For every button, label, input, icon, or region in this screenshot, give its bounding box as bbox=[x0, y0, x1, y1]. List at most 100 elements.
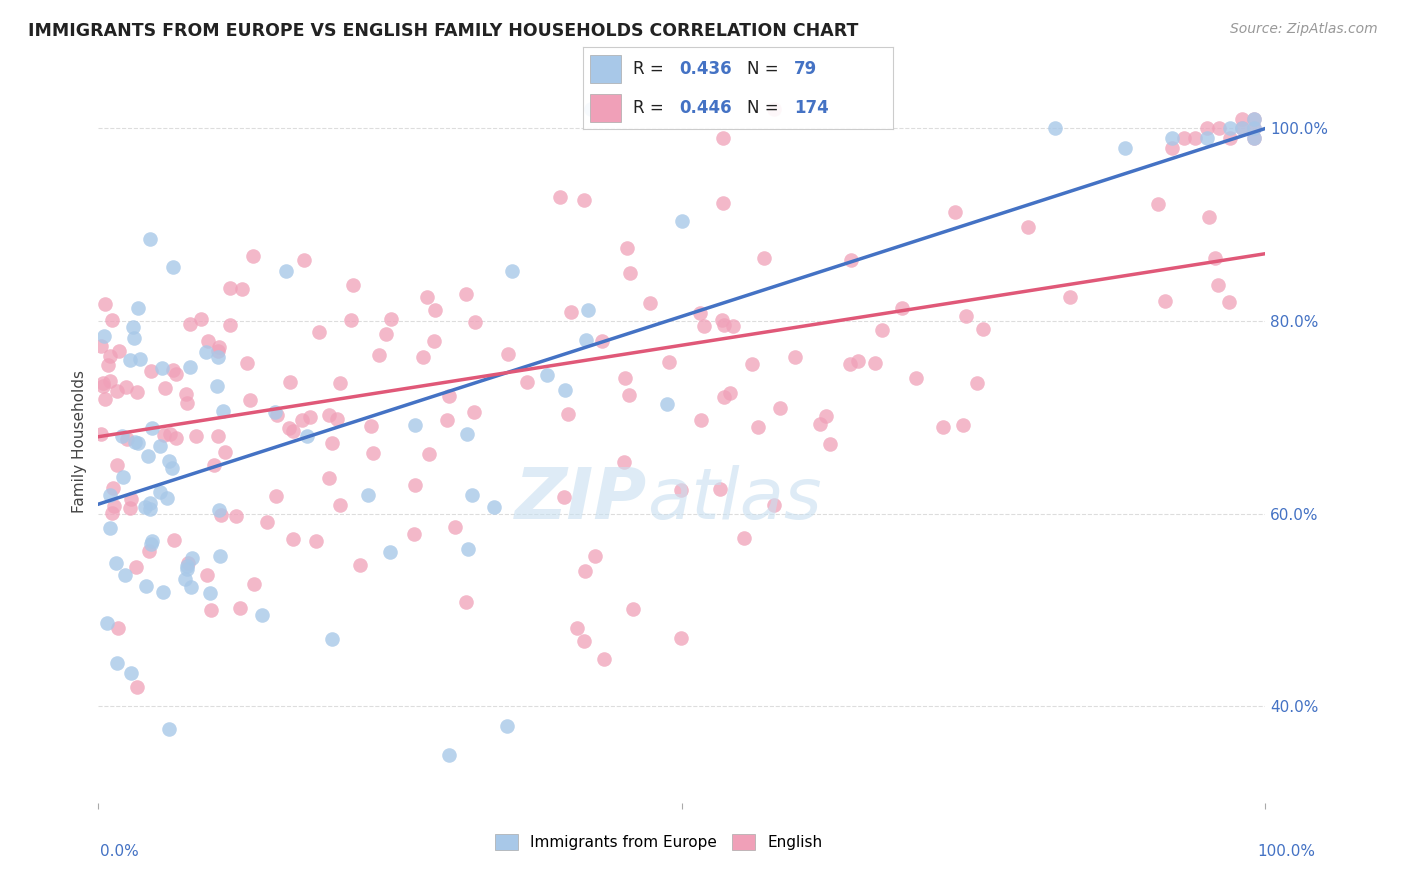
Point bbox=[207, 340, 229, 354]
Point bbox=[98, 374, 121, 388]
Point bbox=[972, 322, 994, 336]
Point bbox=[1059, 290, 1081, 304]
Point bbox=[583, 549, 606, 563]
Point bbox=[176, 562, 198, 576]
Point bbox=[360, 418, 382, 433]
Point bbox=[1243, 131, 1265, 145]
Point bbox=[98, 488, 121, 502]
Point bbox=[236, 355, 259, 369]
Point bbox=[463, 405, 485, 419]
Point bbox=[1161, 141, 1184, 155]
Point bbox=[1154, 293, 1177, 308]
Point bbox=[375, 327, 398, 342]
Point bbox=[150, 361, 173, 376]
Point bbox=[613, 454, 636, 468]
Point bbox=[219, 281, 242, 295]
Point bbox=[208, 503, 231, 517]
Point bbox=[439, 389, 461, 403]
Point bbox=[415, 290, 437, 304]
Point bbox=[321, 436, 343, 450]
Point bbox=[592, 652, 614, 666]
Point bbox=[516, 375, 538, 389]
Point bbox=[176, 559, 198, 574]
Point bbox=[329, 498, 352, 512]
Point bbox=[103, 499, 125, 513]
Point bbox=[710, 312, 733, 326]
Point bbox=[179, 318, 201, 332]
Point bbox=[229, 600, 252, 615]
Point bbox=[118, 352, 141, 367]
Point bbox=[139, 496, 162, 510]
Point bbox=[225, 509, 247, 524]
Point bbox=[342, 278, 364, 293]
Point bbox=[195, 345, 218, 359]
Point bbox=[839, 357, 862, 371]
Point bbox=[863, 355, 886, 369]
Point bbox=[152, 585, 174, 599]
Point bbox=[105, 384, 128, 399]
Point bbox=[90, 426, 112, 441]
Text: 100.0%: 100.0% bbox=[1257, 845, 1316, 859]
Point bbox=[101, 506, 124, 520]
Point bbox=[955, 309, 977, 323]
Point bbox=[127, 680, 149, 694]
Point bbox=[952, 417, 974, 432]
Point bbox=[1243, 112, 1265, 126]
Point bbox=[671, 214, 693, 228]
Point bbox=[184, 429, 207, 443]
Point bbox=[846, 353, 869, 368]
Point bbox=[93, 328, 115, 343]
Point bbox=[195, 567, 218, 582]
Point bbox=[457, 541, 479, 556]
Point bbox=[163, 533, 186, 548]
Point bbox=[153, 381, 176, 395]
Point bbox=[108, 343, 131, 358]
Point bbox=[711, 196, 734, 211]
Point bbox=[177, 557, 200, 571]
Point bbox=[619, 388, 641, 402]
Point bbox=[689, 306, 711, 320]
Text: 0.446: 0.446 bbox=[679, 99, 733, 117]
Point bbox=[325, 411, 347, 425]
Point bbox=[711, 131, 734, 145]
Point bbox=[361, 445, 384, 459]
Point bbox=[763, 498, 786, 512]
Point bbox=[536, 368, 558, 383]
Point bbox=[329, 376, 352, 390]
Point bbox=[197, 334, 219, 348]
Point bbox=[966, 376, 988, 390]
Point bbox=[105, 458, 128, 472]
Point bbox=[464, 315, 486, 329]
Point bbox=[90, 339, 112, 353]
Point bbox=[1161, 131, 1184, 145]
Point bbox=[101, 312, 124, 326]
Point bbox=[1197, 131, 1219, 145]
Point bbox=[122, 320, 145, 334]
Point bbox=[553, 490, 575, 504]
Point bbox=[1017, 219, 1039, 234]
Point bbox=[368, 348, 391, 362]
Point bbox=[501, 264, 523, 278]
Point bbox=[932, 420, 955, 434]
Point bbox=[1230, 121, 1253, 136]
Point bbox=[165, 431, 187, 445]
Point bbox=[278, 421, 301, 435]
Point bbox=[808, 417, 831, 431]
Point bbox=[138, 449, 160, 463]
Point bbox=[380, 545, 402, 559]
Point bbox=[718, 386, 741, 401]
Point bbox=[156, 491, 179, 505]
Point bbox=[357, 488, 380, 502]
Point bbox=[769, 401, 792, 416]
Point bbox=[200, 603, 222, 617]
Point bbox=[250, 607, 273, 622]
Point bbox=[162, 362, 184, 376]
Point bbox=[1243, 121, 1265, 136]
Point bbox=[425, 303, 447, 318]
Point bbox=[198, 586, 221, 600]
Point bbox=[256, 515, 278, 529]
Point bbox=[560, 305, 582, 319]
Point bbox=[404, 418, 426, 433]
Point bbox=[655, 397, 678, 411]
Point bbox=[1219, 121, 1241, 136]
